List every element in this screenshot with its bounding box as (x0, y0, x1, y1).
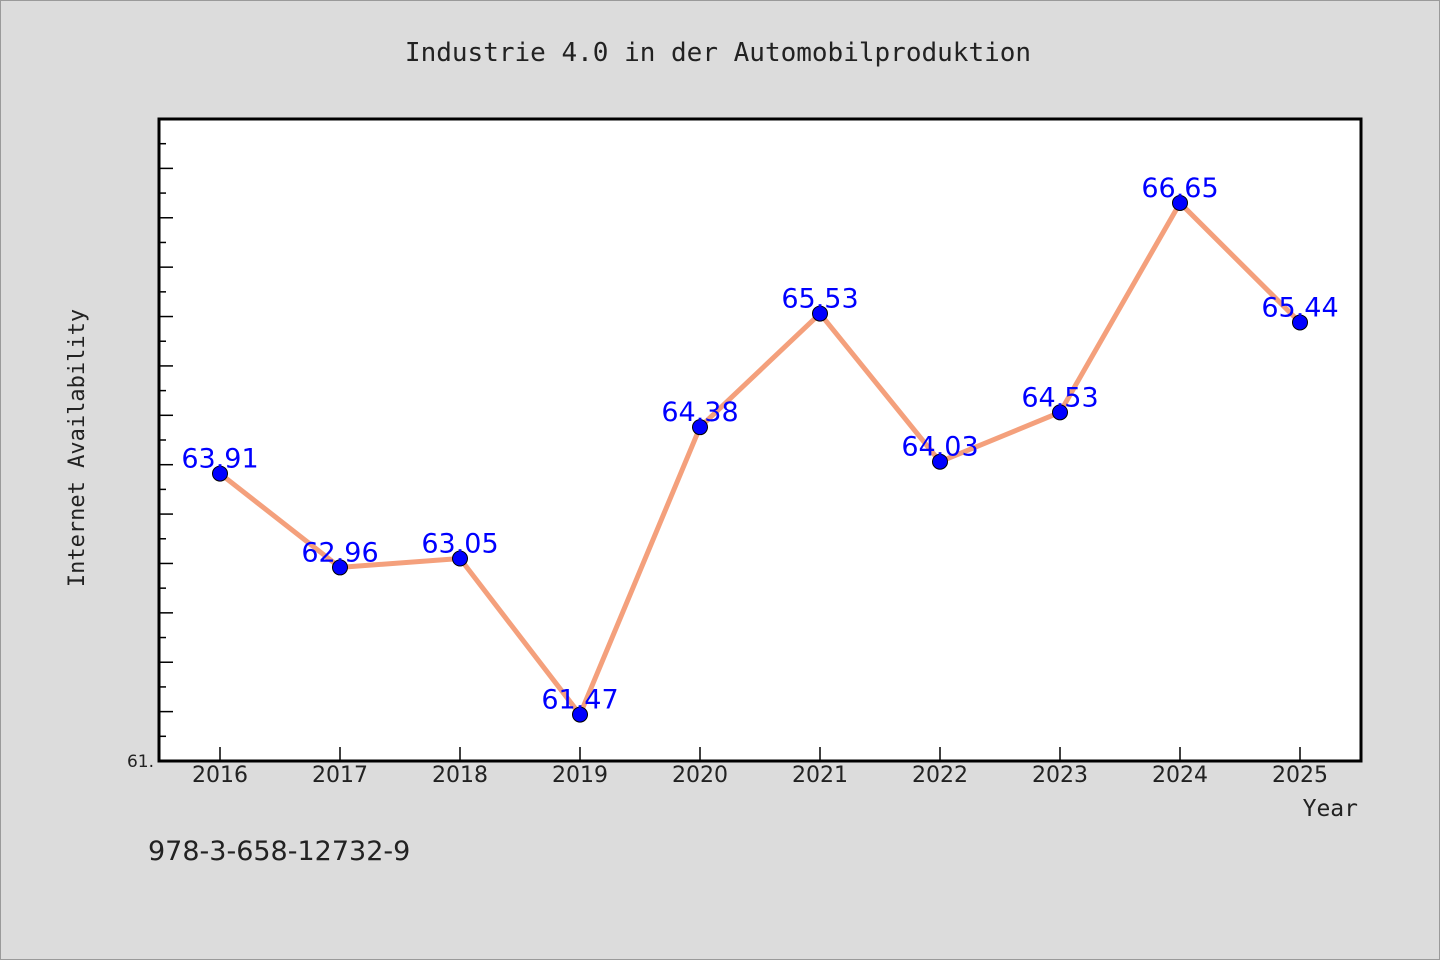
series-markers (212, 194, 1308, 723)
data-point-marker (572, 706, 588, 723)
data-label: 65.53 (781, 284, 858, 315)
data-point-marker (932, 453, 948, 470)
data-label: 64.38 (661, 397, 738, 428)
isbn-footer: 978-3-658-12732-9 (148, 836, 411, 867)
data-point-marker (1172, 194, 1188, 211)
series-line (218, 200, 1302, 718)
data-point-marker (212, 465, 228, 482)
x-tick-label: 2019 (552, 763, 608, 788)
x-axis-title: Year (1303, 796, 1358, 822)
data-label: 63.05 (421, 529, 498, 560)
y-tick-label: 61. (127, 752, 154, 772)
data-label: 61.47 (541, 685, 618, 716)
x-tick-label: 2016 (192, 763, 248, 788)
data-point-marker (332, 559, 348, 576)
x-tick-label: 2024 (1152, 763, 1208, 788)
data-label: 64.53 (1021, 382, 1098, 413)
data-label: 62.96 (301, 537, 378, 568)
data-point-marker (1052, 404, 1068, 421)
x-tick-label: 2017 (312, 763, 368, 788)
x-axis-ticks (219, 747, 1301, 761)
y-axis-ticks (159, 118, 173, 762)
data-point-marker (452, 550, 468, 567)
plot-area (157, 117, 1363, 763)
x-tick-label: 2018 (432, 763, 488, 788)
x-tick-label: 2020 (672, 763, 728, 788)
chart-title: Industrie 4.0 in der Automobilproduktion (405, 38, 1031, 68)
data-point-marker (812, 305, 828, 322)
y-axis-title: Internet Availability (65, 309, 90, 587)
data-label: 63.91 (181, 444, 258, 475)
data-label: 64.03 (901, 432, 978, 463)
x-tick-label: 2022 (912, 763, 968, 788)
data-point-marker (692, 419, 708, 436)
x-tick-label: 2021 (792, 763, 848, 788)
x-tick-labels: 2016 2017 2018 2019 2020 2021 2022 2023 2024 2025 (192, 763, 1328, 788)
data-point-marker (1292, 314, 1308, 331)
data-label: 66.65 (1141, 173, 1218, 204)
data-labels: 63.91 62.96 63.05 61.47 64.38 65.53 64.03 64.53… (181, 173, 1338, 716)
x-tick-label: 2025 (1272, 763, 1328, 788)
x-tick-label: 2023 (1032, 763, 1088, 788)
data-label: 65.44 (1261, 292, 1338, 323)
